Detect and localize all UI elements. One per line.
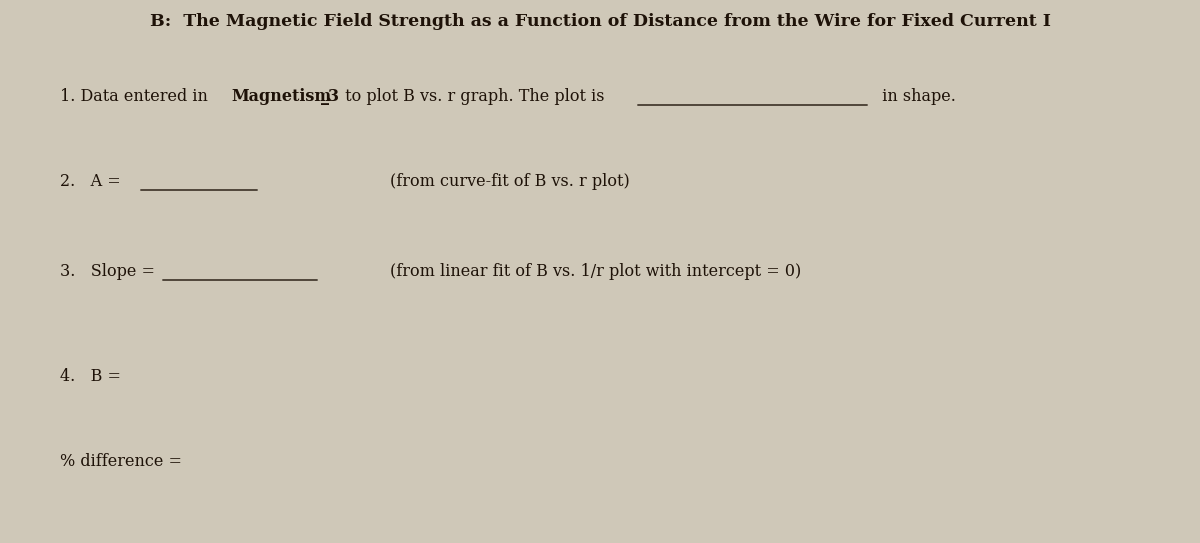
Text: (from curve-fit of B vs. r plot): (from curve-fit of B vs. r plot) — [390, 173, 630, 190]
Text: _: _ — [322, 88, 329, 105]
Text: 2.   A =: 2. A = — [60, 173, 121, 190]
Text: in shape.: in shape. — [872, 88, 956, 105]
Text: 4.   B =: 4. B = — [60, 368, 121, 385]
Text: B:  The Magnetic Field Strength as a Function of Distance from the Wire for Fixe: B: The Magnetic Field Strength as a Func… — [150, 13, 1050, 30]
Text: 3: 3 — [328, 88, 340, 105]
Text: % difference =: % difference = — [60, 453, 182, 470]
Text: (from linear fit of B vs. 1/r plot with intercept = 0): (from linear fit of B vs. 1/r plot with … — [390, 263, 802, 280]
Text: to plot B vs. r graph. The plot is: to plot B vs. r graph. The plot is — [340, 88, 605, 105]
Text: Magnetism: Magnetism — [230, 88, 331, 105]
Text: 3.   Slope =: 3. Slope = — [60, 263, 155, 280]
Text: 1. Data entered in: 1. Data entered in — [60, 88, 214, 105]
